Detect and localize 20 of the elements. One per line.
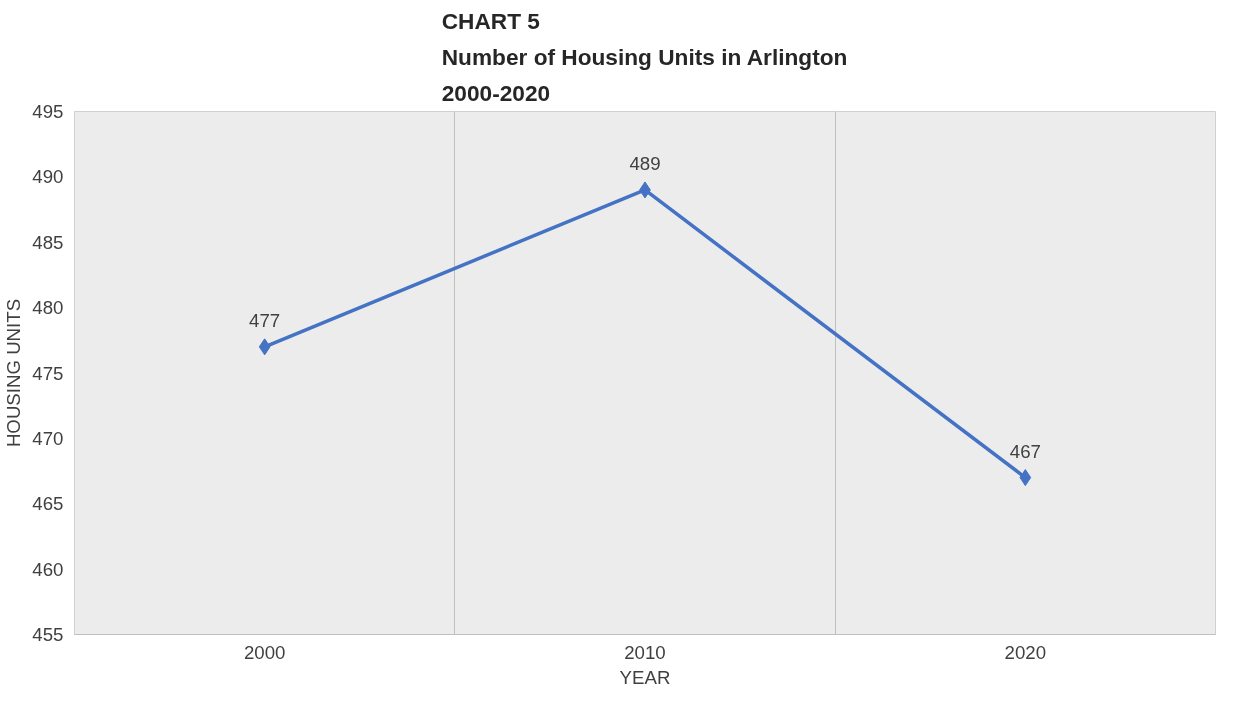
y-tick-label: 480	[32, 297, 64, 319]
y-axis-title: HOUSING UNITS	[3, 298, 25, 448]
point	[258, 338, 271, 356]
point	[1019, 469, 1032, 487]
chart-title: CHART 5 Number of Housing Units in Arlington 2000-2020	[441, 7, 848, 107]
y-tick-label: 455	[32, 624, 64, 645]
y-tick-label: 485	[32, 231, 64, 253]
data-label: 489	[629, 152, 661, 174]
y-tick-label: 470	[32, 427, 64, 449]
x-tick-label: 2000	[243, 641, 286, 663]
y-tick-label: 475	[32, 362, 64, 384]
y-tick-label: 495	[32, 101, 64, 122]
x-tick-label: 2010	[624, 641, 666, 663]
x-axis-title: YEAR	[619, 666, 671, 688]
y-tick-label: 460	[32, 558, 64, 580]
data-label: 467	[1009, 440, 1041, 462]
y-tick-label: 490	[32, 166, 64, 188]
y-tick-label: 465	[32, 493, 64, 515]
x-tick-label: 2020	[1004, 641, 1047, 663]
data-label: 477	[249, 309, 281, 331]
